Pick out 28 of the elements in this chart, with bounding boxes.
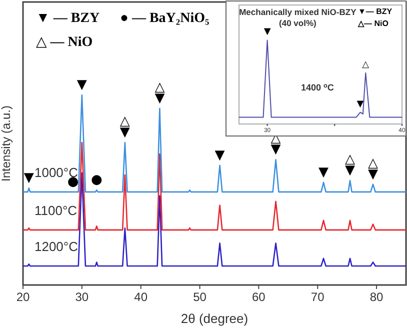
annotation: △ <box>362 60 370 70</box>
annotation: ▼ <box>214 148 225 163</box>
chart-title: Mechanically mixed NiO-BZY (40 vol%) <box>239 7 357 28</box>
text: ● — BaY₂NiO₅ <box>120 11 210 26</box>
annotation: ▼ <box>264 27 271 38</box>
x-tick-label: 20 <box>16 290 30 304</box>
annotation: ▼ <box>76 78 87 93</box>
series-label: 1200°C <box>34 239 78 254</box>
annotation: ● <box>90 172 102 188</box>
series-label: 1100°C <box>34 202 78 218</box>
x-tick-label: 30 <box>75 290 89 304</box>
annotation: △ <box>154 80 165 95</box>
annotation: ▼ <box>318 164 329 180</box>
annotation: ▼ <box>24 170 34 186</box>
x-tick-label: 70 <box>310 290 325 304</box>
x-tick-label: 60 <box>252 290 266 304</box>
text: △ — NiO <box>36 35 93 50</box>
text: 1400 $^{o}$C <box>300 82 334 92</box>
text: △— NiO <box>357 19 388 28</box>
text: ▼ — BZY <box>36 11 100 26</box>
x-tick-label: 40 <box>134 290 148 304</box>
text: ▼— BZY <box>358 7 393 16</box>
y-axis-title: Intensity (a.u.) <box>0 105 13 182</box>
x-axis-title: 2θ (degree) <box>180 311 248 326</box>
annotation: ▼ <box>356 99 364 110</box>
x-tick-label: 80 <box>370 290 384 304</box>
annotation: △ <box>368 156 378 171</box>
x-tick-label: 50 <box>193 290 207 304</box>
